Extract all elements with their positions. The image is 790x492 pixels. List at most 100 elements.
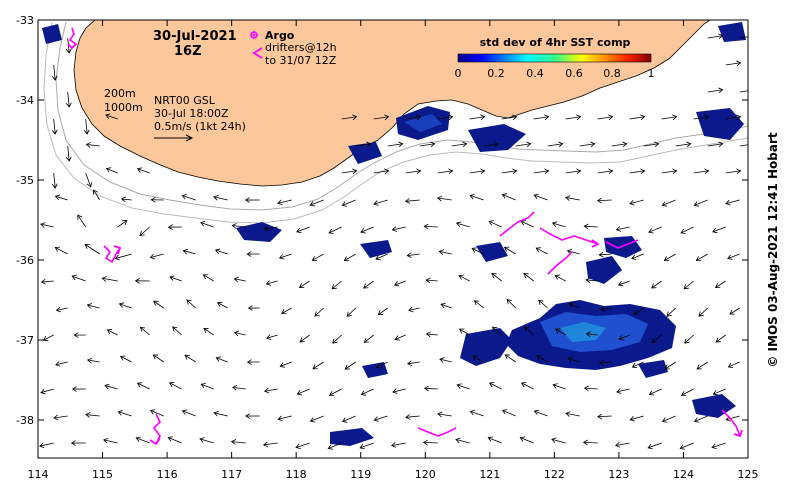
contour-label-1000m: 1000m <box>104 101 143 114</box>
drifter-head <box>67 43 77 50</box>
current-vector-head <box>331 284 337 290</box>
current-vector-head <box>266 334 272 340</box>
current-vector <box>586 333 598 336</box>
current-vector-head <box>633 309 639 315</box>
current-vector-head <box>233 276 239 283</box>
current-vector-head <box>576 114 582 121</box>
current-vector-head <box>309 201 315 207</box>
current-vector <box>217 302 228 309</box>
current-vector <box>643 143 659 147</box>
current-vector <box>629 116 645 120</box>
current-vector-head <box>503 246 510 252</box>
current-vector <box>437 170 453 174</box>
current-vector-head <box>51 129 58 135</box>
drifter-track <box>417 427 457 437</box>
current-vector <box>501 116 517 120</box>
current-vector-head <box>480 168 486 175</box>
current-vector-head <box>373 416 379 422</box>
current-vector <box>332 334 342 344</box>
current-vector-head <box>576 168 582 175</box>
y-axis: -33 -34 -35 -36 -37 -38 <box>16 14 748 427</box>
current-vector <box>341 116 357 120</box>
current-vector <box>533 170 549 174</box>
velocity-time: 30-Jul 18:00Z <box>154 107 229 120</box>
current-vector-head <box>471 247 477 253</box>
x-tick-label: 124 <box>673 468 694 481</box>
current-vector <box>329 388 342 396</box>
current-vector <box>85 172 92 187</box>
current-vector <box>533 116 549 120</box>
y-tick-label: -37 <box>16 334 34 347</box>
current-vector-head <box>585 331 591 337</box>
current-vector-head <box>663 256 670 262</box>
current-vector <box>120 356 132 363</box>
colorbar-tick: 0.4 <box>526 67 544 80</box>
current-vector <box>183 250 196 255</box>
current-vector-head <box>520 382 527 388</box>
current-vector <box>534 410 548 417</box>
current-vector <box>168 437 182 444</box>
current-vector <box>680 226 694 234</box>
current-vector-head <box>341 201 348 207</box>
current-vector-head <box>423 385 429 392</box>
current-vector-head <box>455 437 461 444</box>
current-vector-head <box>533 193 539 200</box>
current-vector-head <box>277 199 283 206</box>
current-vector <box>213 196 228 201</box>
current-vector-head <box>122 220 128 225</box>
current-vector <box>680 442 694 449</box>
current-vector-head <box>181 193 187 200</box>
current-vector-head <box>437 195 443 202</box>
current-vector <box>118 411 132 417</box>
current-vector-head <box>647 443 653 450</box>
current-vector-head <box>448 168 454 175</box>
current-vector-head <box>536 355 542 360</box>
current-vector <box>140 327 150 336</box>
drifter-arrowheads <box>67 43 743 446</box>
current-vector <box>694 415 708 422</box>
current-vector-head <box>683 284 689 290</box>
current-vector <box>552 222 566 228</box>
current-vector <box>534 194 548 201</box>
current-vector <box>693 170 709 174</box>
colorbar-title: std dev of 4hr SST comp <box>480 36 631 49</box>
y-tick-label: -33 <box>16 14 34 27</box>
current-vector-head <box>120 196 127 203</box>
sst-patch <box>330 428 374 446</box>
current-vector <box>137 168 150 174</box>
current-vector <box>40 388 54 394</box>
x-tick-label: 121 <box>479 468 500 481</box>
current-vector-head <box>492 326 498 332</box>
colorbar-tick: 0.2 <box>487 67 505 80</box>
current-vector-head <box>363 283 369 289</box>
drifter-track <box>721 409 741 437</box>
current-vector-head <box>597 413 603 420</box>
current-vector-head <box>375 254 381 261</box>
current-vector <box>136 437 150 444</box>
current-vector-head <box>487 436 493 442</box>
current-vector-head <box>696 364 702 370</box>
current-vector-head <box>182 248 188 255</box>
current-vector <box>277 199 292 204</box>
current-vector-head <box>679 444 686 450</box>
current-vector <box>264 388 278 392</box>
sst-patch <box>468 124 526 152</box>
current-vector-head <box>106 329 113 335</box>
current-vector <box>583 441 598 444</box>
current-vector <box>234 278 246 282</box>
current-vector-head <box>231 385 238 391</box>
current-vector-head <box>736 60 742 67</box>
current-vector <box>391 442 406 447</box>
current-vector <box>263 442 278 446</box>
current-vector <box>419 143 435 147</box>
current-vector <box>424 225 438 228</box>
current-vector <box>474 300 484 309</box>
current-vector-head <box>202 274 209 280</box>
x-tick-label: 118 <box>286 468 307 481</box>
current-vector-head <box>199 437 205 443</box>
current-vector <box>648 226 662 233</box>
current-vector-head <box>640 168 646 175</box>
current-vector <box>472 355 484 363</box>
current-vector-head <box>246 359 252 365</box>
current-vector-head <box>480 114 486 121</box>
